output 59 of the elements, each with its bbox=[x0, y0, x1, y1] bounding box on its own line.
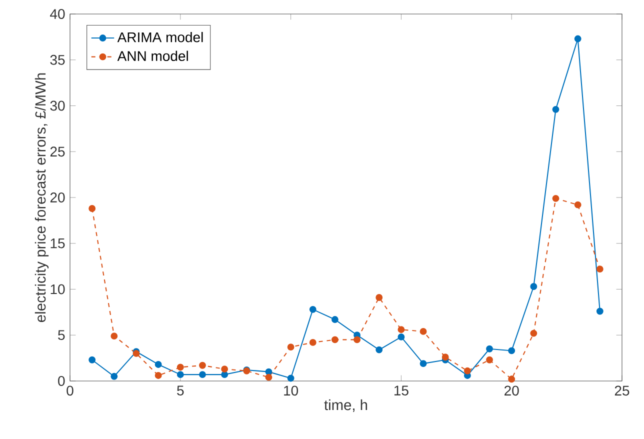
point bbox=[530, 283, 538, 290]
point bbox=[287, 344, 294, 351]
y-tick-label: 25 bbox=[50, 146, 65, 157]
point bbox=[331, 336, 338, 344]
point bbox=[88, 205, 96, 212]
x-axis-title: time, h bbox=[324, 399, 368, 412]
point bbox=[110, 332, 118, 340]
point bbox=[596, 308, 604, 315]
point bbox=[331, 316, 338, 323]
point bbox=[442, 354, 449, 361]
point bbox=[552, 106, 560, 113]
x-tick-label: 5 bbox=[177, 386, 184, 396]
point bbox=[176, 364, 184, 371]
point bbox=[508, 376, 516, 383]
point bbox=[508, 347, 516, 354]
point bbox=[552, 194, 560, 202]
point bbox=[354, 336, 361, 344]
point bbox=[309, 306, 316, 313]
point bbox=[376, 294, 383, 301]
point bbox=[221, 366, 228, 373]
x-tick-label: 0 bbox=[66, 386, 74, 396]
x-tick-label: 25 bbox=[614, 386, 630, 396]
point bbox=[309, 338, 316, 346]
point bbox=[221, 371, 228, 378]
point bbox=[486, 356, 493, 364]
point bbox=[199, 362, 206, 369]
point bbox=[486, 345, 493, 352]
y-tick-label: 5 bbox=[58, 330, 65, 340]
x-tick-label: 10 bbox=[284, 386, 298, 396]
point bbox=[265, 374, 272, 381]
y-tick-label: 30 bbox=[50, 100, 65, 111]
x-tick-label: 20 bbox=[504, 386, 519, 396]
point bbox=[420, 360, 427, 368]
point bbox=[596, 266, 604, 273]
point bbox=[398, 326, 405, 334]
point bbox=[574, 35, 582, 42]
legend-label: ARIMA model bbox=[117, 32, 203, 42]
y-tick-label: 20 bbox=[50, 192, 65, 202]
x-tick-label: 15 bbox=[394, 386, 408, 396]
y-tick-label: 35 bbox=[50, 54, 65, 65]
point bbox=[154, 361, 162, 368]
y-axis-title: electricity price forecast errors, £/MWh bbox=[34, 73, 49, 322]
point bbox=[420, 328, 427, 335]
point bbox=[176, 371, 184, 378]
point bbox=[154, 372, 162, 379]
y-tick-label: 10 bbox=[50, 284, 65, 294]
y-tick-label: 15 bbox=[50, 238, 65, 248]
point bbox=[464, 367, 471, 374]
point bbox=[199, 371, 206, 378]
point bbox=[110, 372, 118, 380]
point bbox=[88, 356, 96, 364]
y-tick-label: 0 bbox=[58, 376, 65, 386]
legend-label: ANN model bbox=[117, 50, 188, 62]
point bbox=[398, 333, 405, 340]
point bbox=[287, 374, 294, 382]
point bbox=[530, 330, 538, 337]
point bbox=[376, 346, 383, 354]
point bbox=[574, 201, 582, 208]
y-tick-label: 40 bbox=[50, 9, 65, 19]
